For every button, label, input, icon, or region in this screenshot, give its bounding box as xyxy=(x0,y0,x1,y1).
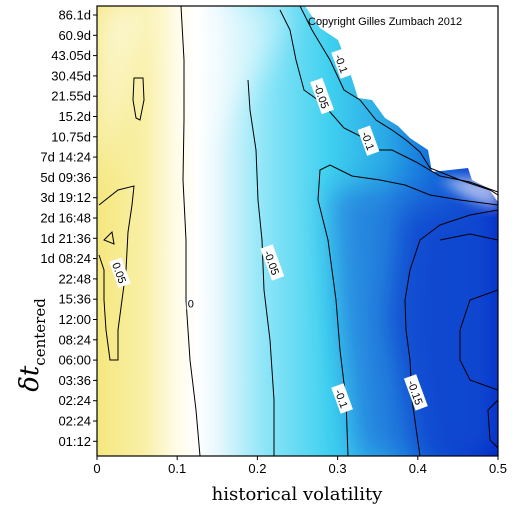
contour-line-minus-0.2 xyxy=(459,289,498,391)
y-tick-label: 7d 14:24 xyxy=(40,150,91,165)
contour-line-0 xyxy=(180,6,201,456)
contour-label: 0 xyxy=(186,296,196,310)
contour-label-text: 0 xyxy=(188,298,194,310)
contour-label-background xyxy=(331,48,353,79)
contour-line-minus-0.1-upper xyxy=(299,6,498,196)
y-tick-label: 86.1d xyxy=(58,8,91,23)
contour-line-minus-0.15-inner xyxy=(439,233,498,241)
heatmap-pale-top xyxy=(190,6,290,150)
contour-line-minus-0.2-lower xyxy=(487,399,498,449)
heatmap-plot-area xyxy=(97,6,498,456)
y-tick-label: 01:12 xyxy=(58,434,91,449)
y-tick-label: 06:00 xyxy=(58,353,91,368)
y-axis-ticks: 86.1d 60.9d 43.05d 30.45d 21.55d 15.2d 10.75d 7… xyxy=(40,8,97,449)
y-axis-title-subscript: centered xyxy=(31,298,49,366)
y-tick-label: 43.05d xyxy=(51,48,91,63)
y-axis-title-main: δt xyxy=(15,365,45,392)
x-tick-label: 0 xyxy=(93,461,100,476)
y-tick-label: 1d 21:36 xyxy=(40,231,91,246)
x-axis-ticks: 0 0.1 0.2 0.3 0.4 0.5 xyxy=(93,456,507,476)
y-tick-label: 08:24 xyxy=(58,332,91,347)
y-axis-title: δtcentered xyxy=(15,298,49,392)
x-tick-label: 0.4 xyxy=(409,461,427,476)
y-tick-label: 02:24 xyxy=(58,393,91,408)
x-tick-label: 0.2 xyxy=(248,461,266,476)
heatmap-blue-region xyxy=(330,180,498,456)
y-tick-label: 1d 08:24 xyxy=(40,251,91,266)
contour-line-0.05-left xyxy=(98,185,135,361)
contour-label-background xyxy=(186,296,196,310)
y-tick-label: 12:00 xyxy=(58,312,91,327)
contour-line-0.05-island-top xyxy=(132,77,145,121)
heatmap-empty-region xyxy=(305,6,498,202)
heatmap-empty-left xyxy=(97,6,150,185)
y-tick-label: 02:24 xyxy=(58,414,91,429)
contour-label-background xyxy=(109,257,131,288)
y-tick-label: 15.2d xyxy=(58,109,91,124)
copyright-text: Copyright Gilles Zumbach 2012 xyxy=(308,16,462,28)
contour-line-minus-0.05-main xyxy=(247,79,275,456)
y-tick-label: 5d 09:36 xyxy=(40,170,91,185)
y-tick-label: 60.9d xyxy=(58,28,91,43)
y-tick-label: 15:36 xyxy=(58,292,91,307)
contour-label-background xyxy=(331,383,353,414)
y-tick-label: 3d 19:12 xyxy=(40,190,91,205)
contour-label-background xyxy=(403,374,428,411)
contour-label-background xyxy=(310,77,334,115)
y-tick-label: 10.75d xyxy=(51,129,91,144)
heatmap-empty-fade xyxy=(440,175,498,210)
y-tick-label: 21.55d xyxy=(51,89,91,104)
y-tick-label: 22:48 xyxy=(58,271,91,286)
y-tick-label: 2d 16:48 xyxy=(40,211,91,226)
svg-text:δtcentered: δtcentered xyxy=(15,298,49,392)
x-tick-label: 0.1 xyxy=(168,461,186,476)
y-tick-label: 30.45d xyxy=(51,68,91,83)
contour-label-background xyxy=(260,244,285,281)
contour-label-background xyxy=(357,125,380,156)
contour-line-minus-0.05-upper xyxy=(279,9,498,193)
contour-line-minus-0.1-mid xyxy=(317,164,498,456)
x-tick-label: 0.5 xyxy=(489,461,507,476)
x-tick-label: 0.3 xyxy=(329,461,347,476)
plot-frame xyxy=(96,5,499,457)
x-axis-title: historical volatility xyxy=(212,484,384,505)
y-tick-label: 03:36 xyxy=(58,373,91,388)
contour-line-0.05-island-small xyxy=(103,230,115,245)
